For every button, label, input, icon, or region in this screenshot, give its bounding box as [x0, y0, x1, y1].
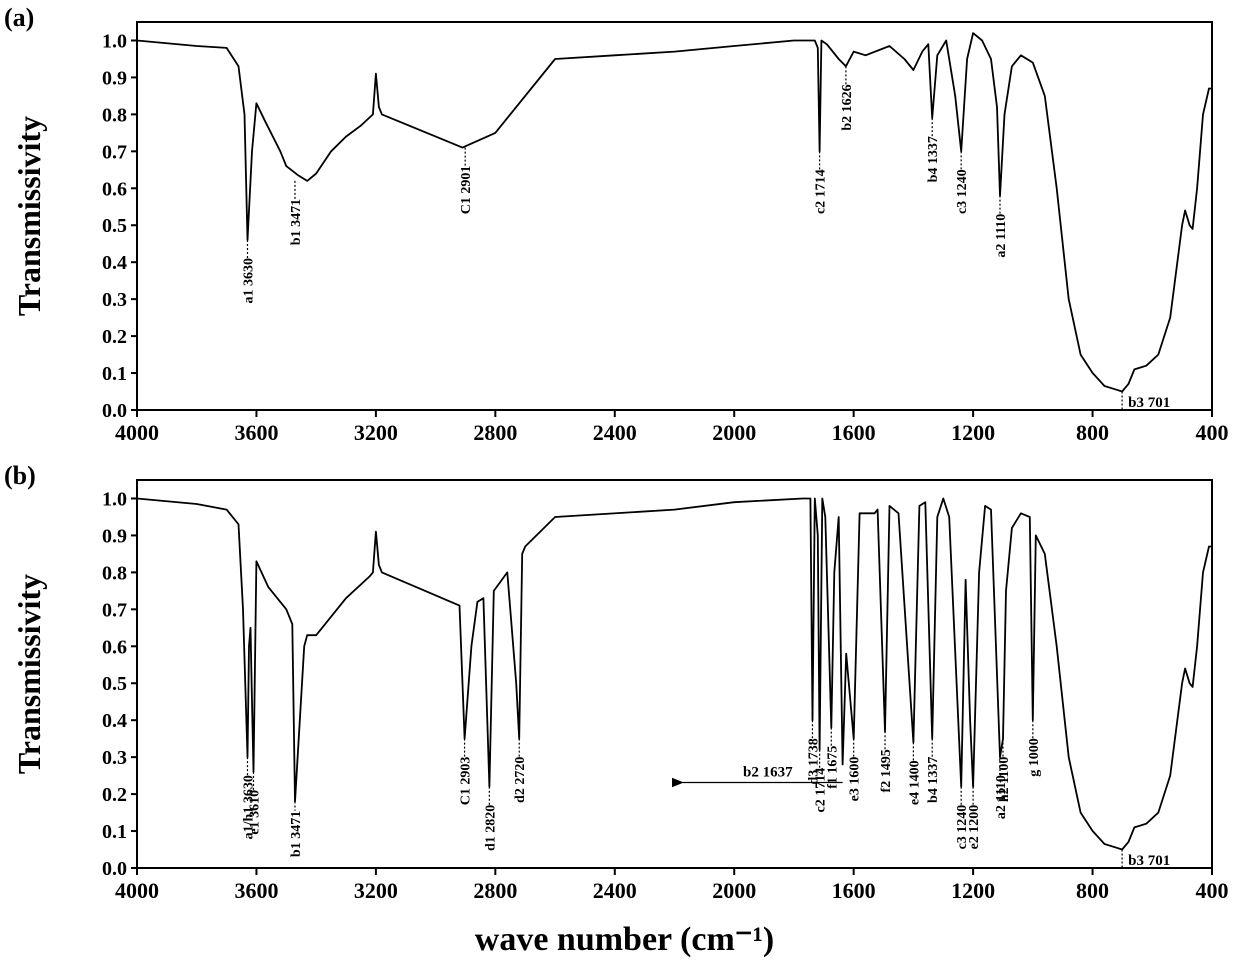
annotation-label: b3 701 — [1128, 853, 1170, 869]
x-tick-label: 4000 — [115, 420, 159, 445]
annotation-label: c3 1240 — [955, 805, 970, 850]
y-tick-label: 0.2 — [102, 784, 127, 806]
y-tick-label: 0.5 — [102, 215, 127, 237]
y-tick-label: 0.1 — [102, 363, 127, 385]
annotation-label: e4 1400 — [907, 760, 922, 805]
spectrum-line — [136, 32, 1212, 393]
annotation-label: b2 1637 — [743, 765, 793, 781]
x-tick-label: 2000 — [712, 420, 756, 445]
plot-frame — [136, 479, 1213, 869]
annotation-label: C1 2903 — [459, 757, 474, 806]
y-tick-label: 0.9 — [102, 525, 127, 547]
x-tick-label: 3600 — [234, 420, 278, 445]
annotation-label: c2 1714 — [814, 169, 829, 214]
x-tick-label: 400 — [1196, 878, 1229, 903]
x-tick-label: 1200 — [951, 420, 995, 445]
y-tick-label: 0.4 — [102, 710, 127, 732]
y-tick-label: 0.3 — [102, 747, 127, 769]
x-tick-label: 400 — [1196, 420, 1229, 445]
x-tick-label: 2000 — [712, 878, 756, 903]
x-tick-label: 3200 — [354, 878, 398, 903]
x-tick-label: 1200 — [951, 878, 995, 903]
x-tick-label: 1600 — [832, 878, 876, 903]
y-axis-label: Transmissivity — [11, 574, 47, 774]
x-tick-label: 2400 — [593, 878, 637, 903]
y-tick-label: 0.5 — [102, 673, 127, 695]
annotation-label: f2 1495 — [879, 749, 894, 792]
panel-label: (a) — [4, 3, 34, 32]
x-tick-label: 2800 — [473, 420, 517, 445]
panel-label: (b) — [4, 461, 36, 490]
annotation-label: a1/h1 3630 — [241, 775, 256, 839]
y-tick-label: 0.9 — [102, 67, 127, 89]
annotation-label: b4 1337 — [926, 136, 941, 182]
x-axis-label: wave number (cm⁻¹) — [475, 921, 774, 958]
annotation-label: c3 1240 — [955, 169, 970, 214]
annotation-label: e2 1200 — [967, 805, 982, 850]
annotation-label: d2 2720 — [513, 757, 528, 803]
annotation-label: b1 3471 — [289, 199, 304, 245]
annotation-label: b3 701 — [1128, 395, 1170, 411]
annotation-label: a2 1110 — [994, 214, 1009, 258]
annotation-label: e1 3610 — [247, 790, 262, 835]
x-tick-label: 3600 — [234, 878, 278, 903]
y-tick-label: 0.6 — [102, 178, 127, 200]
annotation-label: a1 3630 — [241, 258, 256, 304]
y-tick-label: 1.0 — [102, 30, 127, 52]
annotation-label: f1 1675 — [825, 746, 840, 789]
plot-frame — [136, 21, 1213, 411]
annotation-label: a2 1110 — [994, 775, 1009, 819]
y-tick-label: 0.0 — [102, 400, 127, 422]
y-tick-label: 0.7 — [102, 141, 127, 163]
y-tick-label: 0.1 — [102, 821, 127, 843]
y-axis-label: Transmissivity — [11, 116, 47, 316]
y-tick-label: 0.7 — [102, 599, 127, 621]
annotation-label: h2 1100 — [997, 757, 1012, 803]
y-tick-label: 1.0 — [102, 488, 127, 510]
annotation-label: c2 1714 — [814, 768, 829, 813]
y-tick-label: 0.6 — [102, 636, 127, 658]
x-tick-label: 800 — [1076, 420, 1109, 445]
annotation-label: d1 2820 — [483, 805, 498, 851]
y-tick-label: 0.2 — [102, 326, 127, 348]
annotation-label: b4 1337 — [926, 757, 941, 803]
annotation-label: b2 1626 — [840, 84, 855, 130]
y-tick-label: 0.4 — [102, 252, 127, 274]
x-tick-label: 2800 — [473, 878, 517, 903]
x-tick-label: 3200 — [354, 420, 398, 445]
annotation-label: g 1000 — [1027, 738, 1042, 777]
y-tick-label: 0.8 — [102, 562, 127, 584]
x-tick-label: 4000 — [115, 878, 159, 903]
x-tick-label: 800 — [1076, 878, 1109, 903]
x-tick-label: 2400 — [593, 420, 637, 445]
annotation-label: b1 3471 — [289, 811, 304, 857]
y-tick-label: 0.8 — [102, 104, 127, 126]
annotation-label: e3 1600 — [848, 757, 863, 802]
y-tick-label: 0.3 — [102, 289, 127, 311]
annotation-label: d3 1738 — [806, 738, 821, 784]
spectrum-line — [136, 497, 1212, 851]
y-tick-label: 0.0 — [102, 858, 127, 880]
x-tick-label: 1600 — [832, 420, 876, 445]
annotation-label: C1 2901 — [459, 166, 474, 215]
